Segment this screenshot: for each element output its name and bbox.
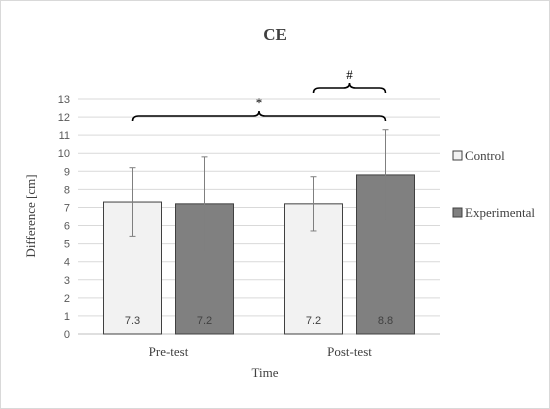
y-tick-label: 5 — [64, 239, 70, 251]
bar-value-label: 7.3 — [125, 315, 140, 327]
y-tick-label: 0 — [64, 329, 70, 341]
bar-value-label: 7.2 — [197, 315, 212, 327]
y-tick-label: 8 — [64, 184, 70, 196]
y-tick-label: 7 — [64, 202, 70, 214]
significance-marker: # — [346, 67, 353, 82]
error-bars — [129, 129, 389, 252]
bars — [103, 174, 415, 335]
legend-swatch — [452, 150, 463, 161]
y-tick-label: 1 — [64, 311, 70, 323]
y-tick-label: 10 — [58, 148, 70, 160]
y-tick-label: 12 — [58, 112, 70, 124]
y-tick-label: 6 — [64, 221, 70, 233]
y-tick-label: 4 — [64, 257, 70, 269]
legend: Control Experimental — [452, 148, 535, 220]
significance-annotations: *# — [131, 67, 387, 122]
x-tick-label: Post-test — [327, 344, 372, 359]
significance-marker: * — [256, 95, 263, 110]
y-tick-label: 3 — [64, 275, 70, 287]
legend-label: Control — [465, 148, 505, 163]
y-tick-label: 2 — [64, 293, 70, 305]
legend-swatch — [452, 207, 463, 218]
y-tick-label: 11 — [59, 130, 70, 142]
x-axis-ticks: Pre-test Post-test — [149, 344, 373, 359]
significance-bracket — [131, 110, 387, 122]
x-tick-label: Pre-test — [149, 344, 189, 359]
y-tick-label: 9 — [64, 166, 70, 178]
y-axis-label: Difference [cm] — [23, 174, 38, 257]
chart-title: CE — [263, 25, 287, 44]
bar-value-label: 7.2 — [306, 315, 321, 327]
x-axis-label: Time — [252, 365, 279, 380]
legend-label: Experimental — [465, 205, 535, 220]
significance-bracket — [312, 82, 387, 94]
bar-value-label: 8.8 — [378, 315, 393, 327]
bar-labels: 7.3 7.2 7.2 8.8 — [125, 315, 393, 327]
y-tick-label: 13 — [58, 94, 70, 106]
